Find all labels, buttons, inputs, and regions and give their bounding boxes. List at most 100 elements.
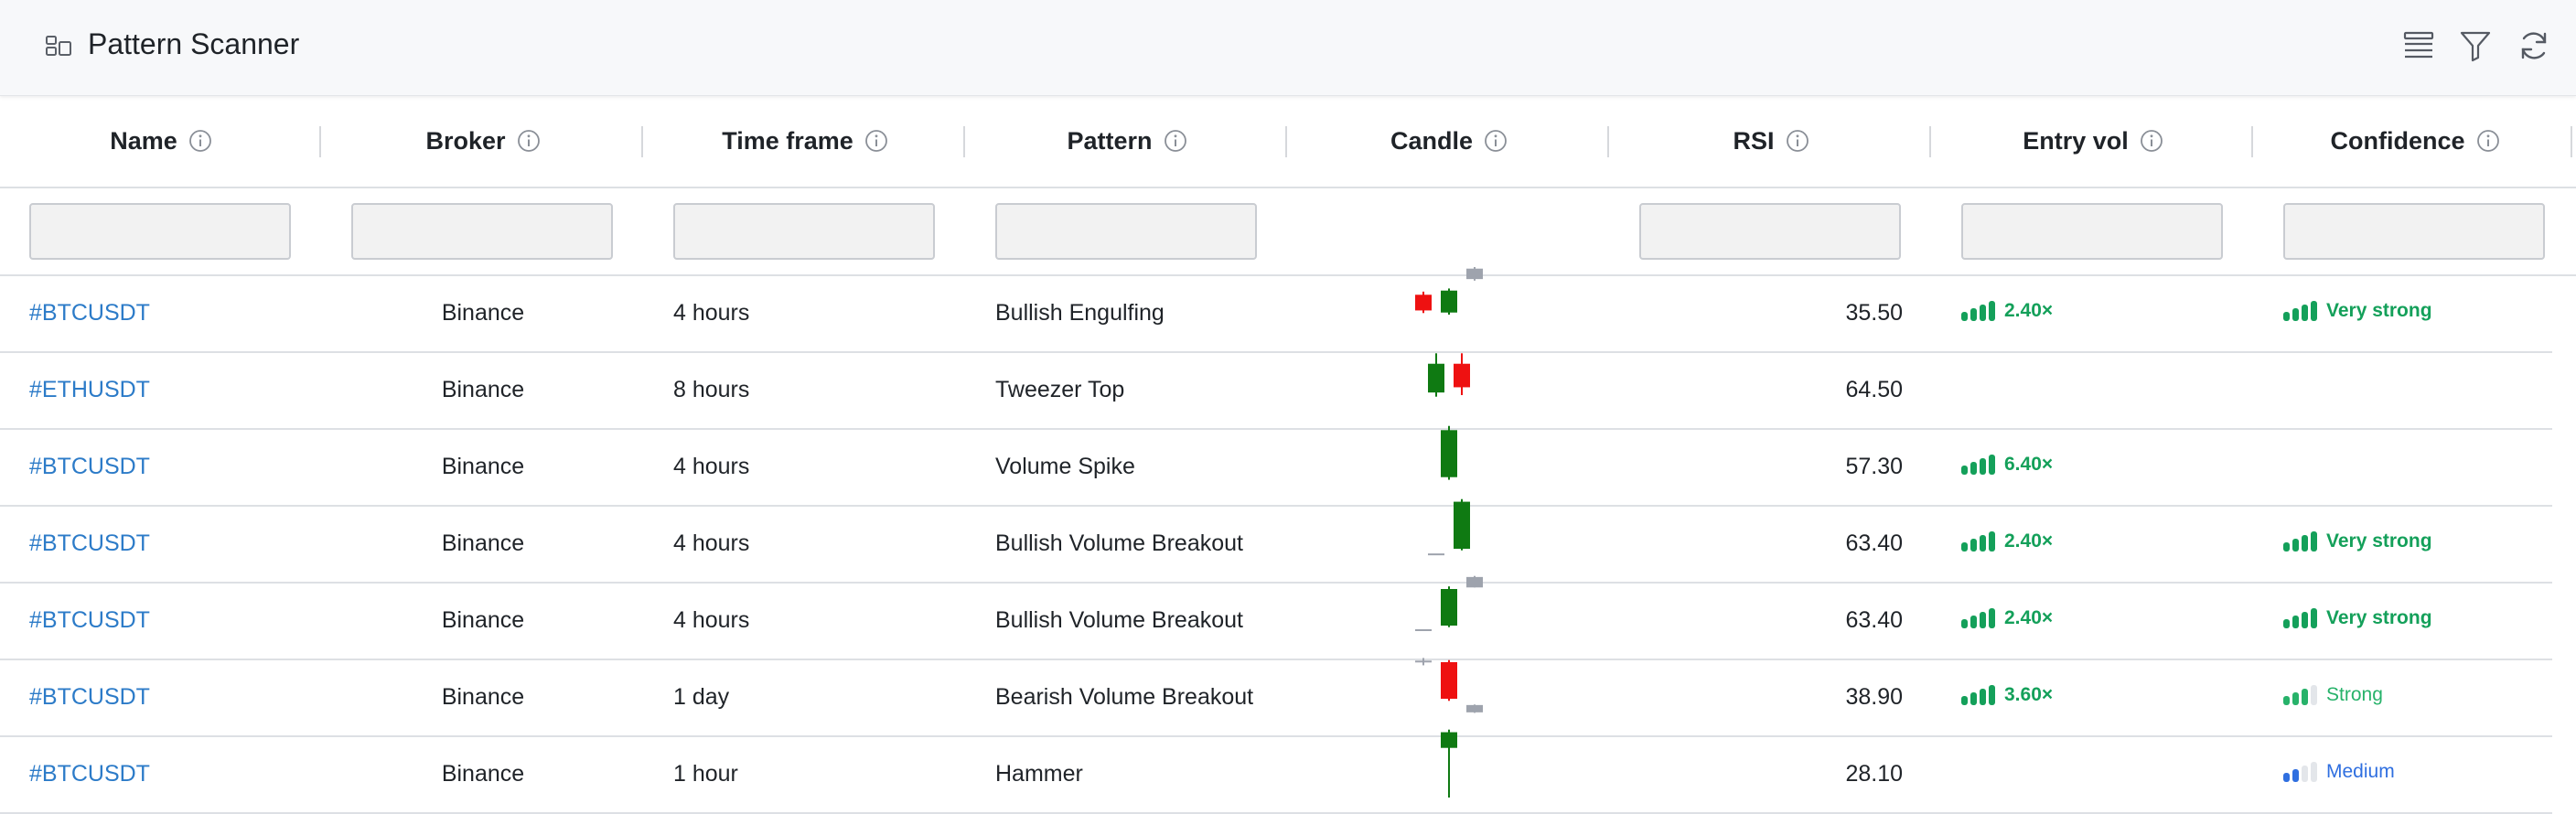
symbol-link[interactable]: #BTCUSDT xyxy=(29,761,150,787)
column-header-rsi[interactable]: RSI xyxy=(1610,95,1932,187)
candle-bull xyxy=(1441,586,1457,627)
symbol-link[interactable]: #BTCUSDT xyxy=(29,454,150,479)
info-icon[interactable] xyxy=(517,129,541,153)
info-icon[interactable] xyxy=(1484,129,1508,153)
candle-neutral xyxy=(1415,629,1432,631)
column-resize-handle[interactable] xyxy=(319,126,321,157)
column-header-entryvol[interactable]: Entry vol xyxy=(1932,95,2254,187)
confidence-indicator: Medium xyxy=(2283,761,2395,783)
column-resize-handle[interactable] xyxy=(2251,126,2253,157)
candle-chart xyxy=(1394,646,1504,723)
column-header-timeframe[interactable]: Time frame xyxy=(644,95,966,187)
filter-input-pattern[interactable] xyxy=(995,203,1257,260)
row-divider xyxy=(0,351,2552,353)
column-header-label: Candle xyxy=(1390,126,1474,155)
entry-vol-indicator: 2.40× xyxy=(1961,530,2053,552)
broker-cell: Binance xyxy=(441,607,525,633)
info-icon[interactable] xyxy=(1786,129,1809,153)
column-header-label: RSI xyxy=(1733,126,1775,155)
rsi-cell: 28.10 xyxy=(1845,761,1903,787)
table-header-row: Name Broker Time frame Pattern Candle RSI Entr… xyxy=(0,95,2576,187)
filter-input-broker[interactable] xyxy=(351,203,613,260)
column-header-label: Confidence xyxy=(2330,126,2465,155)
column-resize-handle[interactable] xyxy=(2571,126,2572,157)
rsi-cell: 38.90 xyxy=(1845,684,1903,710)
page-title: Pattern Scanner xyxy=(88,27,300,60)
rsi-cell: 64.50 xyxy=(1845,377,1903,402)
timeframe-cell: 8 hours xyxy=(673,377,750,402)
column-resize-handle[interactable] xyxy=(1285,126,1287,157)
column-header-pattern[interactable]: Pattern xyxy=(966,95,1288,187)
info-icon[interactable] xyxy=(1164,129,1187,153)
candle-bear xyxy=(1415,291,1432,314)
column-header-broker[interactable]: Broker xyxy=(322,95,644,187)
symbol-link[interactable]: #BTCUSDT xyxy=(29,300,150,326)
candle-chart xyxy=(1394,569,1504,646)
table-row[interactable]: #BTCUSDT Binance 4 hours Bullish Volume Bre… xyxy=(0,498,2576,584)
confidence-label: Very strong xyxy=(2326,530,2432,552)
candle-chart xyxy=(1394,415,1504,492)
pattern-cell: Bullish Volume Breakout xyxy=(995,607,1243,633)
strength-bars-icon xyxy=(1961,455,1995,475)
confidence-indicator: Strong xyxy=(2283,684,2383,706)
row-divider xyxy=(0,505,2552,507)
table-row[interactable]: #BTCUSDT Binance 4 hours Bullish Engulfing 3… xyxy=(0,267,2576,353)
column-header-confidence[interactable]: Confidence xyxy=(2254,95,2576,187)
broker-cell: Binance xyxy=(441,454,525,479)
table-row[interactable]: #ETHUSDT Binance 8 hours Tweezer Top 64.50 xyxy=(0,353,2576,430)
column-resize-handle[interactable] xyxy=(1607,126,1609,157)
broker-cell: Binance xyxy=(441,684,525,710)
symbol-link[interactable]: #BTCUSDT xyxy=(29,684,150,710)
column-resize-handle[interactable] xyxy=(963,126,965,157)
table-row[interactable]: #BTCUSDT Binance 4 hours Volume Spike 57.30 6… xyxy=(0,425,2576,507)
info-icon[interactable] xyxy=(864,129,888,153)
layout-icon[interactable] xyxy=(46,36,73,58)
filter-input-name[interactable] xyxy=(29,203,291,260)
broker-cell: Binance xyxy=(441,300,525,326)
confidence-label: Very strong xyxy=(2326,607,2432,628)
table-row[interactable]: #BTCUSDT Binance 4 hours Bullish Volume Bre… xyxy=(0,575,2576,660)
entry-vol-indicator: 6.40× xyxy=(1961,454,2053,476)
filter-input-confidence[interactable] xyxy=(2283,203,2545,260)
symbol-link[interactable]: #BTCUSDT xyxy=(29,607,150,633)
table-row[interactable]: #BTCUSDT Binance 1 hour Hammer 28.10 Medium xyxy=(0,729,2576,814)
strength-bars-icon xyxy=(2283,301,2317,321)
info-icon[interactable] xyxy=(2476,129,2500,153)
pattern-cell: Bullish Engulfing xyxy=(995,300,1165,326)
candle-bear xyxy=(1441,659,1457,702)
pattern-cell: Tweezer Top xyxy=(995,377,1125,402)
strength-bars-icon xyxy=(1961,301,1995,321)
column-header-label: Time frame xyxy=(722,126,853,155)
column-resize-handle[interactable] xyxy=(1929,126,1931,157)
toolbar: Pattern Scanner xyxy=(0,0,2576,96)
timeframe-cell: 1 hour xyxy=(673,761,738,787)
column-header-label: Broker xyxy=(425,126,506,155)
candle-chart xyxy=(1394,723,1504,799)
info-icon[interactable] xyxy=(188,129,212,153)
column-header-label: Entry vol xyxy=(2023,126,2129,155)
confidence-indicator: Very strong xyxy=(2283,300,2432,322)
row-divider xyxy=(0,428,2552,430)
filter-input-timeframe[interactable] xyxy=(673,203,935,260)
info-icon[interactable] xyxy=(2140,129,2163,153)
symbol-link[interactable]: #BTCUSDT xyxy=(29,530,150,556)
symbol-link[interactable]: #ETHUSDT xyxy=(29,377,150,402)
row-divider xyxy=(0,659,2552,660)
filter-icon[interactable] xyxy=(2459,29,2492,62)
strength-bars-icon xyxy=(1961,531,1995,552)
pattern-cell: Bullish Volume Breakout xyxy=(995,530,1243,556)
filter-row xyxy=(0,188,2576,274)
confidence-indicator: Very strong xyxy=(2283,607,2432,629)
column-header-name[interactable]: Name xyxy=(0,95,322,187)
entry-vol-indicator: 3.60× xyxy=(1961,684,2053,706)
pattern-cell: Bearish Volume Breakout xyxy=(995,684,1254,710)
column-header-candle[interactable]: Candle xyxy=(1288,95,1610,187)
refresh-icon[interactable] xyxy=(2517,29,2550,62)
column-resize-handle[interactable] xyxy=(641,126,643,157)
filter-input-entryvol[interactable] xyxy=(1961,203,2223,260)
entry-vol-value: 2.40× xyxy=(2004,530,2054,552)
candle-chart xyxy=(1394,262,1504,338)
table-row[interactable]: #BTCUSDT Binance 1 day Bearish Volume Break… xyxy=(0,658,2576,737)
filter-input-rsi[interactable] xyxy=(1639,203,1901,260)
list-icon[interactable] xyxy=(2402,29,2435,62)
